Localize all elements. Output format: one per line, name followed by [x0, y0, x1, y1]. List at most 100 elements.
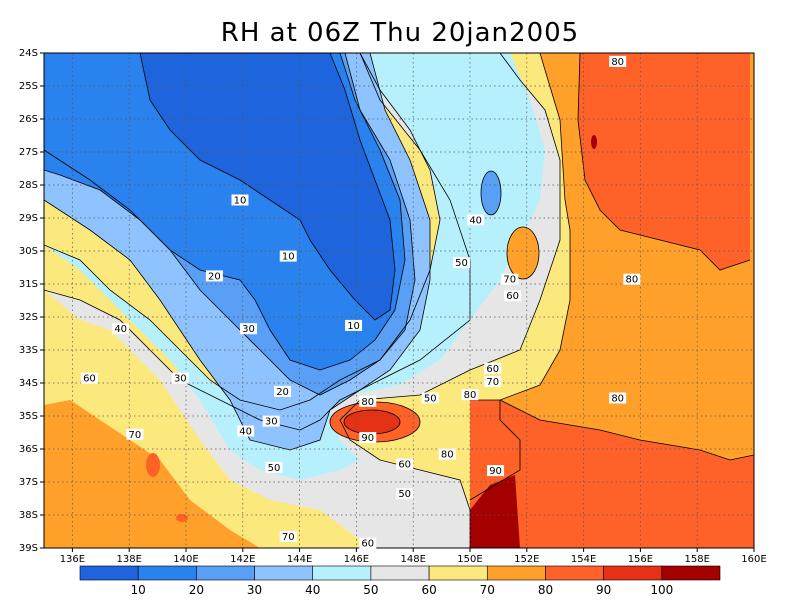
svg-text:20: 20: [208, 271, 221, 282]
lon-label: 138E: [116, 554, 141, 565]
contour-labels: 80 10 40 10 50 70 20 80 60 10 30 40 60 70 60 30 20 80 50 80…: [80, 55, 641, 550]
contour-label: 20: [274, 385, 292, 398]
contour-label: 80: [609, 55, 627, 68]
colorbar-swatch: [661, 565, 721, 581]
colorbar-swatch: [137, 565, 197, 581]
contour-label: 60: [80, 372, 98, 385]
lon-label: 152E: [514, 554, 539, 565]
band-darkblue: [140, 53, 395, 320]
colorbar-swatch: [486, 565, 546, 581]
lat-label: 25S: [19, 81, 38, 92]
lat-label: 29S: [19, 213, 38, 224]
svg-text:10: 10: [282, 252, 295, 263]
svg-text:50: 50: [268, 463, 281, 474]
svg-text:70: 70: [129, 430, 142, 441]
lon-label: 136E: [60, 554, 85, 565]
contour-label: 30: [239, 323, 257, 335]
svg-text:10: 10: [234, 196, 247, 207]
blob-red-sw2: [176, 514, 188, 522]
contour-label: 80: [623, 273, 641, 286]
contour-label: 30: [262, 415, 280, 428]
svg-text:40: 40: [469, 215, 482, 226]
svg-text:40: 40: [114, 324, 127, 335]
contour-label: 40: [467, 214, 485, 226]
contour-label: 80: [438, 448, 456, 461]
lon-label: 148E: [400, 554, 425, 565]
filled-contours: [44, 53, 754, 548]
lat-label: 39S: [19, 543, 38, 554]
colorbar-swatch: [370, 565, 430, 581]
lat-label: 26S: [19, 114, 38, 125]
lon-label: 140E: [173, 554, 198, 565]
lon-label: 142E: [230, 554, 255, 565]
svg-text:30: 30: [242, 324, 255, 335]
blob-orange-31s: [507, 227, 539, 279]
svg-text:80: 80: [441, 450, 454, 461]
svg-text:60: 60: [486, 364, 499, 375]
contour-label: 50: [396, 488, 414, 500]
lon-label: 156E: [628, 554, 653, 565]
colorbar-label: 20: [189, 583, 204, 597]
contour-label: 60: [359, 537, 377, 550]
colorbar: 10 20 30 40 50 60 70 80 90 100: [79, 565, 721, 597]
lat-label: 38S: [19, 510, 38, 521]
colorbar-label: 30: [247, 583, 262, 597]
lat-label: 24S: [19, 48, 38, 59]
map-title: RH at 06Z Thu 20jan2005: [220, 18, 580, 48]
lat-label: 30S: [19, 246, 38, 257]
contour-label: 80: [359, 395, 377, 408]
svg-text:50: 50: [455, 258, 468, 269]
map-frame: [43, 52, 755, 549]
svg-text:30: 30: [265, 417, 278, 428]
colorbar-swatch: [312, 565, 372, 581]
lon-label: 160E: [741, 554, 766, 565]
svg-text:80: 80: [611, 57, 624, 68]
contour-label: 10: [345, 319, 363, 332]
contour-label: 70: [501, 273, 519, 286]
colorbar-label: 50: [363, 583, 378, 597]
svg-text:70: 70: [282, 532, 295, 543]
contour-label: 50: [452, 257, 470, 269]
contour-label: 40: [237, 425, 255, 438]
svg-text:60: 60: [83, 374, 96, 385]
colorbar-swatch: [428, 565, 488, 581]
svg-text:70: 70: [486, 377, 499, 388]
contour-label: 30: [171, 372, 189, 385]
lon-tick-labels: 136E 138E 140E 142E 144E 146E 148E 150E 152E 154E…: [60, 548, 767, 565]
lat-label: 33S: [19, 345, 38, 356]
lon-label: 150E: [457, 554, 482, 565]
contour-label: 50: [421, 392, 439, 405]
lat-label: 27S: [19, 147, 38, 158]
lat-tick-labels: 24S 25S 26S 27S 28S 29S 30S 31S 32S 33S 34S 35S 36S 3…: [19, 48, 44, 554]
contour-label: 40: [112, 323, 130, 335]
svg-text:90: 90: [361, 433, 374, 444]
contour-label: 20: [205, 270, 223, 282]
colorbar-label: 40: [305, 583, 320, 597]
lat-label: 32S: [19, 312, 38, 323]
svg-text:20: 20: [276, 387, 289, 398]
contour-label: 80: [609, 392, 627, 405]
lon-label: 144E: [287, 554, 312, 565]
lat-label: 28S: [19, 180, 38, 191]
lon-label: 146E: [344, 554, 369, 565]
svg-text:80: 80: [611, 394, 624, 405]
svg-text:90: 90: [489, 466, 502, 477]
contour-label: 10: [279, 250, 297, 263]
blob-blue-28s: [481, 171, 501, 215]
contour-label: 60: [396, 458, 414, 471]
band-darkred: [470, 475, 520, 548]
contour-label: 60: [484, 362, 502, 375]
lat-label: 35S: [19, 411, 38, 422]
contour-label: 50: [265, 461, 283, 474]
contour-label: 10: [231, 194, 249, 207]
colorbar-swatch: [254, 565, 314, 581]
blob-red-sw: [146, 453, 160, 477]
band-red-se: [470, 400, 754, 548]
contour-label: 70: [279, 531, 297, 543]
svg-text:30: 30: [174, 374, 187, 385]
band-cyan: [44, 53, 545, 480]
contour-label: 70: [126, 428, 144, 441]
svg-text:10: 10: [347, 321, 360, 332]
lat-label: 31S: [19, 279, 38, 290]
contour-label: 90: [487, 465, 505, 477]
